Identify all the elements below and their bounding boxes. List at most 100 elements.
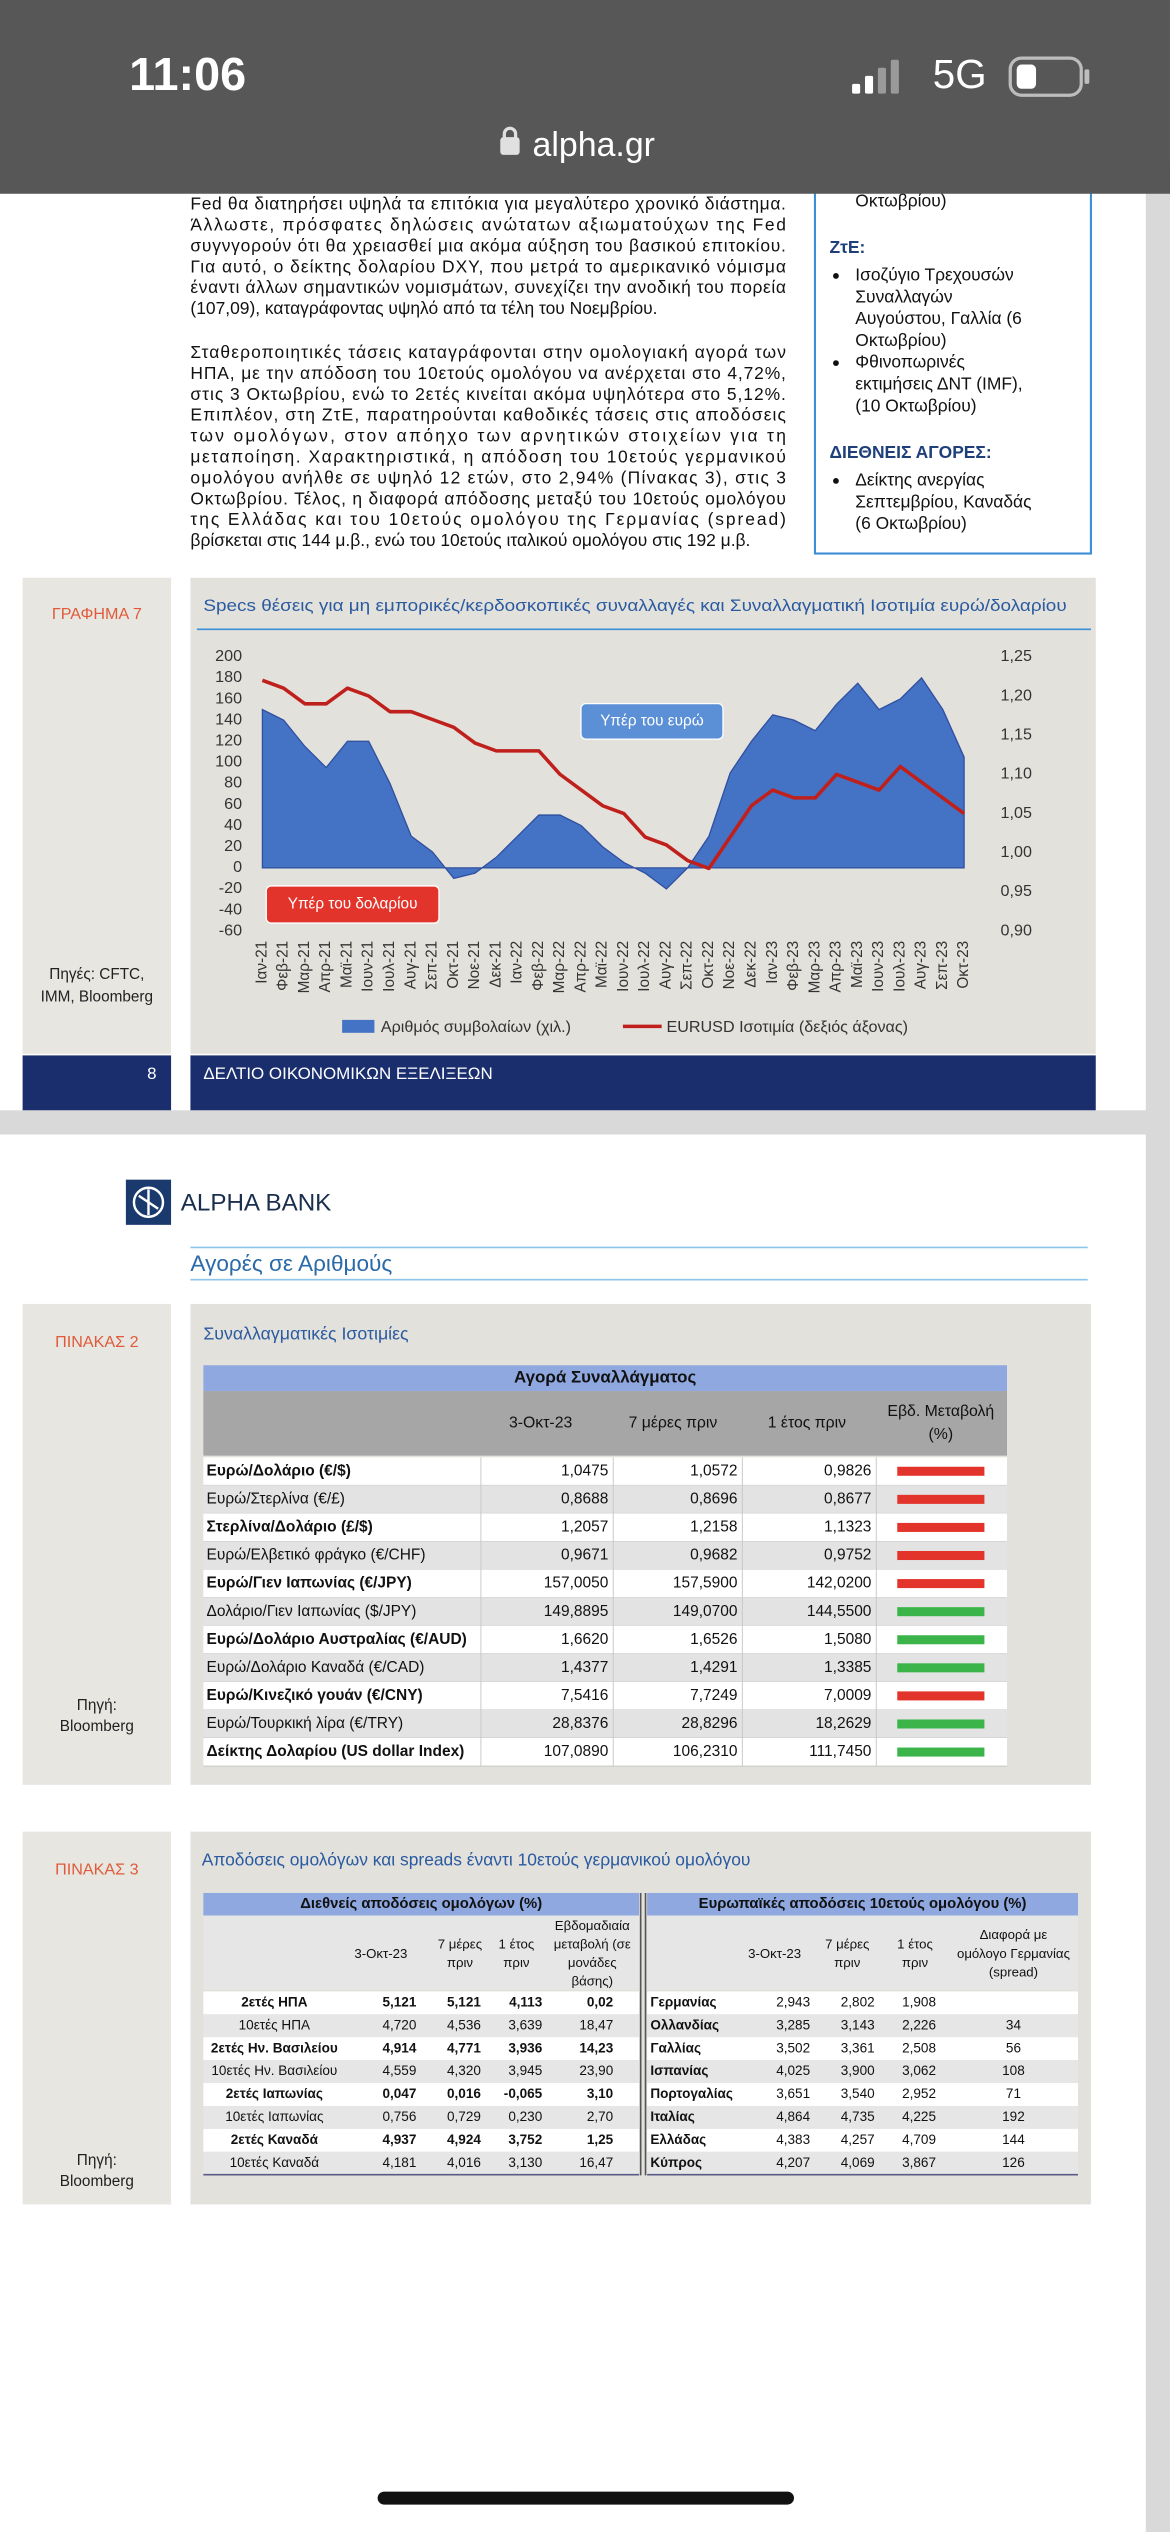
table-header bbox=[203, 1892, 640, 1916]
cell: 4,383 bbox=[776, 2132, 810, 2147]
bullet bbox=[833, 477, 839, 484]
cell: 108 bbox=[1002, 2063, 1025, 2078]
cell: 23,90 bbox=[579, 2063, 613, 2078]
annotation-box bbox=[265, 885, 440, 924]
row-name: Ολλανδίας bbox=[650, 2017, 719, 2032]
logo-text: ALPHA BANK bbox=[181, 1189, 332, 1216]
y-tick-label: -20 bbox=[219, 879, 242, 897]
table-row bbox=[203, 2014, 640, 2038]
row-name: Γερμανίας bbox=[650, 1994, 716, 2009]
battery-tip bbox=[1084, 69, 1090, 84]
url[interactable]: alpha.gr bbox=[533, 126, 655, 164]
cell: 4,771 bbox=[447, 2040, 481, 2055]
column-header: πριν bbox=[447, 1955, 474, 1970]
row-name: 10ετές Ιαπωνίας bbox=[225, 2109, 324, 2124]
sidebar-line: Φθινοπωρινές bbox=[855, 352, 965, 372]
cell: 1,25 bbox=[587, 2132, 614, 2147]
footer-bar bbox=[22, 1055, 172, 1111]
table-row bbox=[647, 2128, 1079, 2152]
y2-tick-label: 0,90 bbox=[1001, 921, 1032, 939]
column-header: 1 έτος bbox=[897, 1936, 933, 1951]
cell: 106,2310 bbox=[673, 1743, 738, 1760]
y2-tick-label: 1,15 bbox=[1001, 725, 1032, 743]
change-indicator bbox=[897, 1522, 985, 1532]
cell: 3,540 bbox=[841, 2086, 875, 2101]
y-tick-label: 20 bbox=[224, 837, 242, 855]
x-tick-label: Αυγ-21 bbox=[402, 941, 419, 989]
column-header: 7 μέρες πριν bbox=[629, 1415, 718, 1432]
table-row bbox=[203, 1513, 1007, 1542]
y-tick-label: 180 bbox=[215, 668, 242, 686]
column-header: βάσης) bbox=[571, 1974, 613, 1989]
x-tick-label: Δεκ-22 bbox=[743, 941, 760, 988]
table-row bbox=[203, 2151, 640, 2175]
cell: 2,943 bbox=[776, 1994, 810, 2009]
row-name: Στερλίνα/Δολάριο (£/$) bbox=[207, 1519, 373, 1536]
table-row bbox=[647, 2037, 1079, 2061]
cell: 1,4377 bbox=[561, 1659, 608, 1676]
table-header bbox=[647, 1892, 1079, 1916]
cell: 7,0009 bbox=[824, 1687, 871, 1704]
cell: 4,937 bbox=[382, 2132, 416, 2147]
row-name: Γαλλίας bbox=[650, 2040, 701, 2055]
footer-bar bbox=[190, 1055, 1096, 1111]
row-name: Ευρώ/Γιεν Ιαπωνίας (€/JPY) bbox=[207, 1575, 412, 1592]
column-header: Εβδομαδιαία bbox=[555, 1918, 630, 1933]
cell: 4,709 bbox=[902, 2132, 936, 2147]
legend-label: Αριθμός συμβολαίων (χιλ.) bbox=[381, 1018, 571, 1036]
y-tick-label: 80 bbox=[224, 774, 242, 792]
paragraph-line: ΗΠΑ, με την απόδοση του 10ετούς ομολόγου… bbox=[190, 363, 785, 383]
cell: 4,559 bbox=[382, 2063, 416, 2078]
table-row bbox=[203, 1457, 1007, 1486]
cell: 107,0890 bbox=[544, 1743, 609, 1760]
change-indicator bbox=[897, 1466, 985, 1476]
y-tick-label: 0 bbox=[233, 858, 242, 876]
paragraph-line: στις 3 Οκτωβρίου, ενώ το 2ετές κινείται … bbox=[190, 384, 785, 404]
row-name: 2ετές Καναδά bbox=[231, 2132, 319, 2147]
row-name: Πορτογαλίας bbox=[650, 2086, 733, 2101]
y2-tick-label: 1,20 bbox=[1001, 686, 1032, 704]
change-indicator bbox=[897, 1607, 985, 1617]
sidebar-line: εκτιμήσεις ΔΝΤ (IMF), bbox=[855, 373, 1022, 393]
table-row bbox=[203, 1569, 1007, 1598]
paragraph-line: Fed θα διατηρήσει υψηλά τα επιτόκια για … bbox=[190, 194, 785, 214]
x-tick-label: Οκτ-21 bbox=[445, 941, 462, 989]
cell: 4,225 bbox=[902, 2109, 936, 2124]
cell: 144 bbox=[1002, 2132, 1025, 2147]
column-header: (spread) bbox=[989, 1964, 1038, 1979]
change-indicator bbox=[897, 1663, 985, 1673]
legend-label: EURUSD Ισοτιμία (δεξιός άξονας) bbox=[666, 1018, 908, 1036]
row-name: Δείκτης Δολαρίου (US dollar Index) bbox=[207, 1743, 465, 1760]
cell: -0,065 bbox=[504, 2086, 543, 2101]
x-tick-label: Φεβ-22 bbox=[530, 941, 547, 991]
cell: 1,3385 bbox=[824, 1659, 871, 1676]
cell: 3,10 bbox=[587, 2086, 613, 2101]
row-name: 2ετές Ην. Βασιλείου bbox=[211, 2040, 338, 2055]
column-header: πριν bbox=[834, 1955, 861, 1970]
table-title: Συναλλαγματικές Ισοτιμίες bbox=[203, 1323, 409, 1343]
x-tick-label: Σεπ-23 bbox=[934, 941, 951, 990]
paragraph-line: Για αυτό, ο δείκτης δολαρίου DXY, που με… bbox=[190, 256, 785, 276]
cell: 71 bbox=[1006, 2086, 1021, 2101]
cell: 3,639 bbox=[508, 2017, 542, 2032]
battery bbox=[1008, 56, 1083, 97]
figure-label: ΓΡΑΦΗΜΑ 7 bbox=[52, 605, 142, 623]
change-indicator bbox=[897, 1579, 985, 1589]
x-tick-label: Δεκ-21 bbox=[487, 941, 504, 988]
row-name: Ευρώ/Δολάριο Αυστραλίας (€/AUD) bbox=[207, 1631, 467, 1648]
cell: 2,802 bbox=[841, 1994, 875, 2009]
home-indicator bbox=[377, 2491, 794, 2505]
x-tick-label: Αυγ-22 bbox=[657, 941, 674, 989]
paragraph-line: (107,09), καταγράφοντας υψηλό από τα τέλ… bbox=[190, 298, 657, 318]
browser-header bbox=[0, 0, 1170, 194]
column-header-row bbox=[203, 1915, 640, 1990]
cell: 34 bbox=[1006, 2017, 1022, 2032]
table-row bbox=[203, 1681, 1007, 1710]
lock-icon bbox=[500, 137, 520, 155]
section-title: Αγορές σε Αριθμούς bbox=[190, 1251, 392, 1276]
cell: 144,5500 bbox=[807, 1603, 872, 1620]
table-header bbox=[203, 1365, 1007, 1392]
y-tick-label: 40 bbox=[224, 816, 242, 834]
paragraph-line: συγνγορούν ότι θα χρειασθεί μια ακόμα αύ… bbox=[190, 235, 785, 255]
